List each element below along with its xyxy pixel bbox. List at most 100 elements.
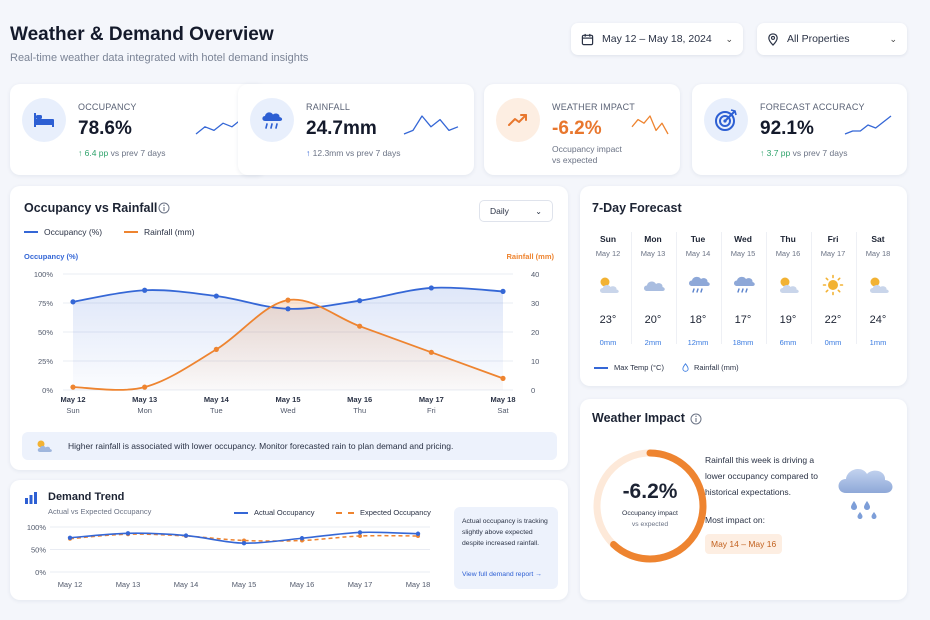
kpi-value: -6.2% bbox=[552, 118, 602, 139]
x-tick-weekday: Sun bbox=[66, 406, 79, 414]
forecast-day[interactable]: Mon May 13 20° 2mm bbox=[631, 234, 675, 347]
forecast-day[interactable]: Tue May 14 18° 12mm bbox=[676, 234, 720, 347]
forecast-rain: 1mm bbox=[869, 338, 887, 347]
forecast-date: May 14 bbox=[685, 249, 711, 258]
demand-note-line: Actual occupancy is tracking bbox=[462, 518, 548, 525]
impact-ring-label: Occupancy impact bbox=[622, 510, 678, 517]
arrow-up-icon: ↑ bbox=[306, 148, 311, 158]
forecast-day[interactable]: Fri May 17 22° 0mm bbox=[811, 234, 855, 347]
kpi-delta-suffix: vs prev 7 days bbox=[110, 148, 166, 158]
legend-label: Rainfall (mm) bbox=[694, 363, 739, 372]
page-title: Weather & Demand Overview bbox=[10, 24, 274, 45]
page-subtitle: Real-time weather data integrated with h… bbox=[10, 52, 309, 64]
x-tick-label: May 15 bbox=[232, 580, 257, 589]
rainfall-point bbox=[500, 375, 506, 381]
forecast-rain: 2mm bbox=[644, 338, 662, 347]
occupancy-point bbox=[285, 306, 291, 312]
kpi-card-weather-impact[interactable]: WEATHER IMPACT -6.2% Occupancy impact vs … bbox=[484, 84, 680, 175]
impact-text-line: lower occupancy compared to bbox=[705, 471, 818, 481]
forecast-temp: 19° bbox=[779, 314, 797, 326]
kpi-card-occupancy[interactable]: OCCUPANCY 78.6% ↑ 6.4 pp vs prev 7 days bbox=[10, 84, 266, 175]
forecast-temp: 20° bbox=[644, 314, 662, 326]
kpi-delta-suffix: vs prev 7 days bbox=[345, 148, 401, 158]
occupancy-point bbox=[428, 285, 434, 291]
forecast-date: May 12 bbox=[595, 249, 621, 258]
kpi-label: WEATHER IMPACT bbox=[552, 102, 635, 112]
y2-tick-label: 0 bbox=[531, 386, 535, 395]
rainfall-area bbox=[73, 299, 503, 390]
sparkline-path bbox=[844, 115, 892, 135]
y-tick-label: 50% bbox=[31, 546, 46, 555]
period-select[interactable]: Daily ⌄ bbox=[479, 200, 553, 222]
actual-point bbox=[125, 531, 131, 536]
kpi-label: RAINFALL bbox=[306, 102, 351, 112]
actual-point bbox=[241, 541, 247, 546]
chevron-down-icon: ⌄ bbox=[535, 206, 542, 216]
view-report-link[interactable]: View full demand report → bbox=[462, 569, 542, 580]
y-tick-label: 100% bbox=[34, 270, 54, 279]
forecast-day[interactable]: Sun May 12 23° 0mm bbox=[586, 234, 630, 347]
actual-point bbox=[357, 530, 363, 535]
arrow-up-icon: ↑ bbox=[760, 148, 765, 158]
location-pin-icon bbox=[768, 32, 778, 46]
partly-cloudy-icon bbox=[37, 440, 52, 452]
y-tick-label: 25% bbox=[38, 357, 53, 366]
partly-cloudy-icon bbox=[766, 272, 810, 298]
legend-rainfall: Rainfall (mm) bbox=[682, 363, 739, 372]
property-select[interactable]: All Properties ⌄ bbox=[757, 23, 907, 55]
kpi-delta: ↑ 6.4 pp vs prev 7 days bbox=[78, 148, 165, 159]
kpi-delta-suffix: vs prev 7 days bbox=[792, 148, 848, 158]
legend-label: Actual Occupancy bbox=[254, 508, 315, 517]
x-tick-label: May 18 bbox=[406, 580, 431, 589]
legend-rainfall: Rainfall (mm) bbox=[124, 227, 195, 237]
forecast-rain: 0mm bbox=[599, 338, 617, 347]
legend-label: Rainfall (mm) bbox=[144, 227, 195, 237]
forecast-temp: 17° bbox=[734, 314, 752, 326]
sparkline-path bbox=[631, 115, 669, 135]
kpi-card-rainfall[interactable]: RAINFALL 24.7mm ↑ 12.3mm vs prev 7 days bbox=[238, 84, 474, 175]
most-impact-label: Most impact on: bbox=[705, 515, 765, 525]
info-icon[interactable] bbox=[690, 413, 702, 425]
sun-icon bbox=[811, 272, 855, 298]
y2-tick-label: 40 bbox=[531, 270, 539, 279]
forecast-divider bbox=[631, 232, 632, 344]
target-icon bbox=[704, 98, 748, 142]
partly-cloudy-icon bbox=[586, 272, 630, 298]
impact-text-line: historical expectations. bbox=[705, 487, 791, 497]
forecast-temp: 18° bbox=[689, 314, 707, 326]
forecast-date: May 16 bbox=[775, 249, 801, 258]
forecast-day-name: Wed bbox=[734, 234, 752, 244]
sparkline bbox=[844, 115, 892, 135]
date-range-picker[interactable]: May 12 – May 18, 2024 ⌄ bbox=[571, 23, 743, 55]
forecast-day[interactable]: Wed May 15 17° 18mm bbox=[721, 234, 765, 347]
x-tick-weekday: Fri bbox=[427, 406, 436, 414]
x-tick-label: May 15 bbox=[275, 395, 300, 404]
occupancy-point bbox=[213, 293, 219, 299]
cloud-icon bbox=[631, 272, 675, 298]
kpi-note-line: Occupancy impact bbox=[552, 144, 622, 154]
kpi-card-forecast-accuracy[interactable]: FORECAST ACCURACY 92.1% ↑ 3.7 pp vs prev… bbox=[692, 84, 907, 175]
rainfall-point bbox=[213, 346, 219, 352]
legend-swatch bbox=[336, 511, 354, 514]
legend-label: Max Temp (°C) bbox=[614, 363, 664, 372]
forecast-day[interactable]: Sat May 18 24° 1mm bbox=[856, 234, 900, 347]
forecast-date: May 18 bbox=[865, 249, 891, 258]
card-title: 7-Day Forecast bbox=[592, 201, 682, 215]
property-select-label: All Properties bbox=[787, 33, 850, 45]
forecast-day[interactable]: Thu May 16 19° 6mm bbox=[766, 234, 810, 347]
kpi-label: FORECAST ACCURACY bbox=[760, 102, 865, 112]
kpi-value: 24.7mm bbox=[306, 118, 377, 139]
rain-cloud-icon bbox=[721, 272, 765, 298]
legend-swatch bbox=[24, 231, 38, 233]
most-impact-badge: May 14 – May 16 bbox=[705, 534, 783, 554]
expected-point bbox=[358, 534, 362, 538]
x-tick-weekday: Tue bbox=[210, 406, 223, 414]
rainfall-point bbox=[70, 384, 76, 390]
info-icon[interactable] bbox=[158, 202, 170, 214]
forecast-temp: 23° bbox=[599, 314, 617, 326]
forecast-day-name: Thu bbox=[780, 234, 796, 244]
kpi-delta: ↑ 3.7 pp vs prev 7 days bbox=[760, 148, 847, 159]
sparkline-path bbox=[403, 115, 459, 135]
x-tick-label: May 17 bbox=[419, 395, 444, 404]
legend-actual: Actual Occupancy bbox=[234, 508, 314, 517]
